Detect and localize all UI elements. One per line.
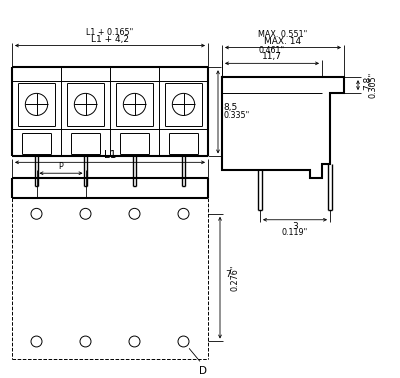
Text: 7: 7 <box>225 270 231 279</box>
Text: 0.276": 0.276" <box>231 265 240 291</box>
Text: L1 + 4,2: L1 + 4,2 <box>91 34 129 43</box>
Text: P: P <box>59 162 63 171</box>
Text: D: D <box>200 366 208 376</box>
Text: L1 + 0.165": L1 + 0.165" <box>86 28 134 37</box>
Text: MAX. 14: MAX. 14 <box>264 37 302 45</box>
Text: 8,5: 8,5 <box>223 104 237 112</box>
Text: 0.305": 0.305" <box>369 72 378 98</box>
Text: 7,8: 7,8 <box>363 76 372 90</box>
Text: L1: L1 <box>104 150 116 160</box>
Text: 11,7: 11,7 <box>262 53 282 61</box>
Text: 0.461": 0.461" <box>259 46 285 56</box>
Text: 0.119": 0.119" <box>282 228 308 237</box>
Text: 0.335": 0.335" <box>223 111 249 120</box>
Text: MAX. 0.551": MAX. 0.551" <box>258 29 308 39</box>
Text: 3: 3 <box>292 222 298 231</box>
